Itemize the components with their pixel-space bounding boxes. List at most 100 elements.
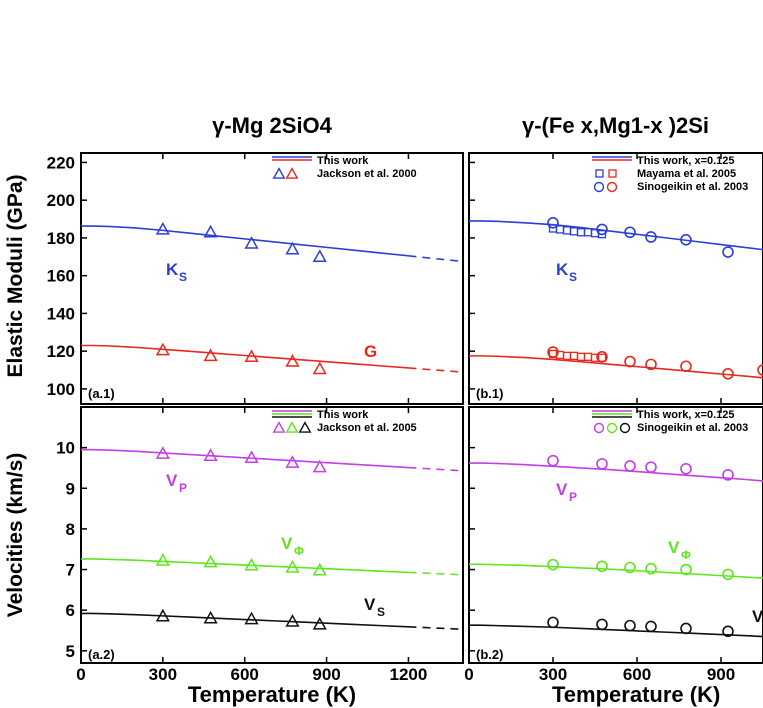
title-right: γ-(Fe x,Mg1-x )2Si xyxy=(522,113,709,138)
circle-point-V_P xyxy=(680,462,692,475)
circle-point-V_S xyxy=(645,620,657,633)
series-label-V_P: V xyxy=(166,471,178,490)
series-line-G xyxy=(81,344,409,369)
circle-point-V_Phi xyxy=(645,562,657,575)
ytick-label: 200 xyxy=(47,191,75,210)
legend-entry: Mayama et al. 2005 xyxy=(637,168,736,180)
xlabel-right: Temperature (K) xyxy=(552,682,720,707)
triangle-point-G xyxy=(285,354,300,367)
triangle-point-V_P xyxy=(312,459,327,473)
square-point-K_S xyxy=(562,226,572,235)
legend-marker xyxy=(272,421,286,433)
triangle-point-V_Phi xyxy=(203,554,218,568)
ytick-label: 8 xyxy=(66,520,75,539)
square-point-G xyxy=(562,351,572,361)
triangle-point-G xyxy=(244,349,259,363)
xtick-label: 300 xyxy=(539,665,567,684)
xtick-label: 900 xyxy=(312,665,340,684)
legend-entry: This work, x=0.125 xyxy=(637,155,735,167)
series-label-V_S: V xyxy=(752,607,763,626)
legend-marker xyxy=(272,167,286,179)
series-label-sub-K_S: S xyxy=(569,270,577,284)
legend-marker xyxy=(608,169,617,178)
series-label-V_Phi: V xyxy=(281,534,293,553)
ytick-label: 10 xyxy=(56,439,75,458)
triangle-point-V_S xyxy=(155,608,170,622)
axes-frame-a2 xyxy=(80,406,464,664)
circle-point-V_Phi xyxy=(624,561,636,574)
circle-point-G xyxy=(757,364,763,376)
triangle-point-V_S xyxy=(285,614,300,627)
legend-marker xyxy=(285,421,299,433)
panel-label-b2: (b.2) xyxy=(476,647,503,662)
xtick-label: 1200 xyxy=(390,665,428,684)
circle-point-V_P xyxy=(645,461,657,473)
ytick-label: 160 xyxy=(47,267,75,286)
legend-marker xyxy=(606,422,618,434)
xtick-label: 0 xyxy=(76,665,85,684)
square-point-G xyxy=(576,352,586,361)
legend-entry: Sinogeikin et al. 2003 xyxy=(637,181,748,193)
series-label-sub-V_P: P xyxy=(179,481,187,495)
triangle-point-V_Phi xyxy=(244,557,259,571)
series-label-V_S: V xyxy=(364,595,376,614)
circle-point-V_S xyxy=(624,619,636,632)
ylabel-bottom: Velocities (km/s) xyxy=(4,453,27,618)
square-point-G xyxy=(569,351,579,361)
square-point-K_S xyxy=(576,228,586,237)
circle-point-K_S xyxy=(547,217,559,229)
circle-point-K_S xyxy=(624,226,636,239)
series-line-V_Phi xyxy=(81,558,409,574)
series-line-V_S xyxy=(81,612,409,628)
series-line-dashed-G xyxy=(408,367,463,373)
triangle-point-V_S xyxy=(244,611,259,625)
circle-point-V_Phi xyxy=(680,563,692,576)
legend-marker xyxy=(595,169,604,178)
series-line-V_S xyxy=(469,624,763,638)
series-label-K_S: K xyxy=(166,260,179,279)
legend-entry: This work, x=0.125 xyxy=(637,409,735,421)
circle-point-G xyxy=(680,360,692,373)
panel-a1: 220 200 180 160 140 120 100 K S G This workJackson… xyxy=(47,152,464,405)
triangle-point-K_S xyxy=(244,236,259,249)
ytick-label: 9 xyxy=(66,479,75,498)
square-point-K_S xyxy=(569,227,579,236)
ytick-label: 7 xyxy=(66,561,75,580)
series-label-V_Phi: V xyxy=(668,538,680,557)
ylabel-top: Elastic Moduli (GPa) xyxy=(4,174,27,377)
axes-frame-a1 xyxy=(80,152,464,405)
triangle-point-G xyxy=(203,348,218,362)
series-line-V_P xyxy=(81,448,409,469)
series-line-dashed-V_S xyxy=(408,626,463,631)
ytick-label: 120 xyxy=(47,342,75,361)
xtick-label: 900 xyxy=(707,665,735,684)
legend-marker xyxy=(298,421,312,433)
series-line-K_S xyxy=(469,220,763,251)
triangle-point-G xyxy=(312,361,327,375)
circle-point-K_S xyxy=(680,234,692,246)
legend-marker xyxy=(606,181,618,193)
triangle-point-V_P xyxy=(244,450,259,463)
xtick-label: 600 xyxy=(231,665,259,684)
xtick-label: 0 xyxy=(464,665,473,684)
xtick-label: 600 xyxy=(623,665,651,684)
series-label-V_P: V xyxy=(556,480,568,499)
circle-point-V_Phi xyxy=(547,558,559,571)
circle-point-V_P xyxy=(547,454,559,467)
triangle-point-K_S xyxy=(155,221,170,235)
ytick-label: 6 xyxy=(66,601,75,620)
series-label-sub-K_S: S xyxy=(179,270,187,284)
circle-point-G xyxy=(624,355,636,368)
square-point-G xyxy=(597,353,607,362)
series-line-V_P xyxy=(469,462,763,482)
series-label-sub-V_Phi: Φ xyxy=(294,544,304,558)
ytick-label: 220 xyxy=(47,153,75,172)
triangle-point-V_P xyxy=(155,446,170,459)
triangle-point-V_P xyxy=(285,455,300,468)
square-point-G xyxy=(583,352,593,361)
triangle-point-K_S xyxy=(203,224,218,238)
triangle-point-G xyxy=(155,342,170,356)
xtick-label: 300 xyxy=(149,665,177,684)
